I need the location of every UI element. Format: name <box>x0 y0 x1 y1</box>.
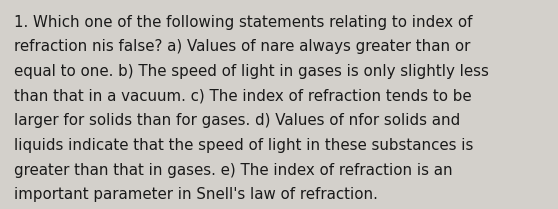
Text: equal to one. b) The speed of light in gases is only slightly less: equal to one. b) The speed of light in g… <box>14 64 489 79</box>
Text: than that in a vacuum. c) The index of refraction tends to be: than that in a vacuum. c) The index of r… <box>14 89 472 104</box>
Text: refraction nis false? a) Values of nare always greater than or: refraction nis false? a) Values of nare … <box>14 39 470 54</box>
Text: 1. Which one of the following statements relating to index of: 1. Which one of the following statements… <box>14 15 473 30</box>
Text: important parameter in Snell's law of refraction.: important parameter in Snell's law of re… <box>14 187 378 202</box>
Text: greater than that in gases. e) The index of refraction is an: greater than that in gases. e) The index… <box>14 163 453 178</box>
Text: larger for solids than for gases. d) Values of nfor solids and: larger for solids than for gases. d) Val… <box>14 113 460 128</box>
Text: liquids indicate that the speed of light in these substances is: liquids indicate that the speed of light… <box>14 138 473 153</box>
